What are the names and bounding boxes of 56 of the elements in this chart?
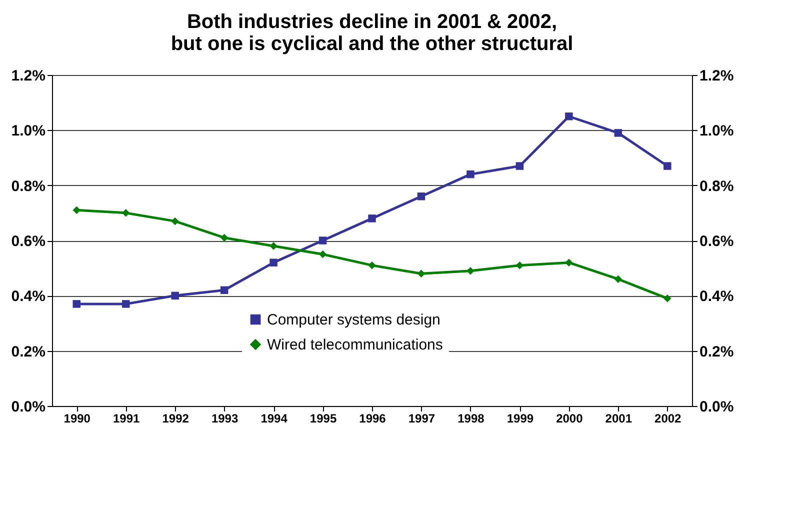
y2-tick-label: 0.6% xyxy=(700,233,734,250)
point xyxy=(466,266,474,275)
point xyxy=(516,162,524,170)
x-tick-label: 1997 xyxy=(408,412,436,426)
point xyxy=(122,300,130,308)
point xyxy=(318,236,327,244)
point xyxy=(614,129,622,137)
y2-tick-label: 1.2% xyxy=(700,68,734,84)
x-tick-label: 1993 xyxy=(211,412,238,426)
y2-tick-label: 1.0% xyxy=(700,122,734,140)
y-tick-label: 0.2% xyxy=(11,343,46,360)
point xyxy=(417,270,426,278)
point xyxy=(565,112,573,120)
point xyxy=(122,209,130,217)
x-tick-label: 1992 xyxy=(162,412,190,426)
y-tick-label: 0.6% xyxy=(11,233,46,250)
x-tick-label: 1996 xyxy=(359,412,386,426)
y-tick-label: 1.2% xyxy=(11,68,46,84)
x-tick-label: 2002 xyxy=(654,412,682,426)
point xyxy=(171,292,179,300)
point xyxy=(171,217,179,226)
point xyxy=(220,234,228,242)
y2-tick-label: 0.0% xyxy=(700,398,734,416)
point xyxy=(220,286,228,294)
legend-label: Wired telecommunications xyxy=(267,336,443,354)
point xyxy=(368,214,376,222)
y2-tick-label: 0.4% xyxy=(700,288,734,306)
point xyxy=(466,170,474,178)
x-tick-label: 2000 xyxy=(556,412,584,426)
y-tick-label: 1.0% xyxy=(11,122,46,140)
x-tick-label: 1999 xyxy=(506,412,534,426)
point xyxy=(417,192,426,200)
y2-tick-label: 0.2% xyxy=(700,343,734,360)
point xyxy=(516,261,524,270)
legend-label: Computer systems design xyxy=(267,312,440,328)
y-tick-label: 0.0% xyxy=(11,398,46,416)
point xyxy=(614,275,622,283)
point xyxy=(318,250,327,258)
x-tick-label: 1994 xyxy=(260,412,288,426)
x-tick-label: 1991 xyxy=(112,412,140,426)
y-tick-label: 0.4% xyxy=(11,288,46,306)
x-tick-label: 1995 xyxy=(310,412,337,426)
point xyxy=(368,261,376,270)
x-tick-label: 1990 xyxy=(64,412,91,426)
x-tick-label: 1998 xyxy=(458,412,485,426)
y2-tick-label: 0.8% xyxy=(700,178,734,195)
y-tick-label: 0.8% xyxy=(11,178,46,195)
point xyxy=(270,258,278,266)
point xyxy=(664,294,672,302)
point xyxy=(270,242,278,250)
point xyxy=(72,206,80,214)
point xyxy=(664,162,672,170)
point xyxy=(565,258,573,266)
x-tick-label: 2001 xyxy=(605,412,632,426)
chart-title: Both industries decline in 2001 & 2002, but one is cyclical and the other structural xyxy=(170,11,574,55)
point xyxy=(72,300,80,308)
